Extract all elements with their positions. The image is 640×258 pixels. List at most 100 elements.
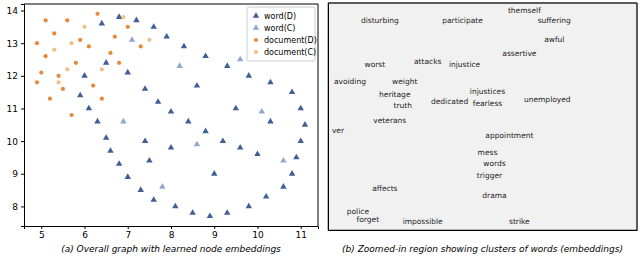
legend-label: document(D) [264, 36, 317, 45]
x-axis [329, 230, 638, 231]
point [86, 105, 92, 111]
word: words [483, 159, 505, 168]
point [108, 51, 112, 55]
frame-top [328, 3, 637, 4]
word: suffering [538, 16, 571, 25]
point [87, 44, 91, 48]
chart-1: themselfsufferingdisturbingparticipateaw… [328, 3, 638, 254]
point [181, 43, 187, 49]
word: forget [357, 215, 380, 224]
point [168, 108, 174, 114]
point [142, 85, 148, 91]
point [121, 15, 125, 19]
point [194, 82, 200, 88]
point [138, 186, 144, 192]
word: ver [332, 126, 345, 135]
point [77, 92, 83, 98]
legend-label: document(C) [264, 48, 316, 57]
word: injustice [449, 60, 481, 69]
caption: (a) Overall graph with learned node embe… [61, 244, 281, 254]
point [39, 70, 43, 74]
point [126, 25, 130, 29]
point [150, 196, 156, 202]
x-tick-label: 10 [252, 230, 264, 240]
legend-marker [254, 50, 258, 54]
point [159, 183, 165, 189]
x-tick-mark [41, 226, 42, 229]
point [81, 72, 87, 78]
point [116, 160, 122, 166]
point [74, 61, 78, 65]
point [44, 54, 48, 58]
y-axis-line [328, 4, 329, 231]
word: avoiding [334, 77, 366, 86]
point [185, 118, 191, 124]
point [155, 98, 161, 104]
x-tick-label: 5 [39, 230, 45, 240]
word: disturbing [361, 16, 399, 25]
x-tick-label: 6 [82, 230, 88, 240]
point [117, 61, 121, 65]
word: veterans [373, 116, 406, 125]
point [147, 38, 151, 42]
y-tick-mark [21, 141, 24, 142]
point [125, 173, 131, 179]
word: fearless [473, 99, 503, 108]
y-tick-label: 10 [7, 136, 19, 146]
point [246, 72, 252, 78]
point [82, 25, 86, 29]
point [194, 141, 200, 147]
point [263, 193, 269, 199]
point [150, 23, 156, 29]
point [103, 134, 109, 140]
frame-top [24, 4, 318, 5]
y-tick: 12 [7, 71, 24, 81]
point [176, 62, 182, 68]
y-axis: 891011121314 [7, 5, 25, 227]
word: assertive [502, 49, 537, 58]
x-tick-label: 11 [295, 230, 306, 240]
legend: word(D)word(C)document(D)document(C) [247, 7, 317, 61]
point [107, 147, 113, 153]
point [56, 80, 60, 84]
word: unemployed [524, 95, 571, 104]
point [125, 69, 131, 75]
point [289, 170, 295, 176]
point [297, 137, 303, 143]
point [103, 59, 109, 65]
point [146, 157, 152, 163]
point [139, 44, 143, 48]
x-axis-line [25, 227, 319, 230]
point [302, 121, 308, 127]
x-tick-mark [301, 226, 302, 229]
point [35, 80, 39, 84]
y-tick: 9 [12, 169, 24, 179]
point [94, 118, 100, 124]
x-axis-line [329, 230, 638, 231]
caption: (b) Zoomed-in region showing clusters of… [342, 244, 623, 254]
point [289, 88, 295, 94]
word: attacks [414, 57, 442, 66]
point [116, 13, 122, 19]
y-tick-label: 14 [7, 6, 19, 16]
point [65, 67, 69, 71]
point [259, 108, 265, 114]
y-tick-label: 13 [7, 39, 18, 49]
point [133, 17, 139, 23]
x-tick-label: 9 [212, 230, 218, 240]
x-tick: 6 [82, 226, 88, 240]
word: heritage [379, 90, 411, 99]
point [100, 67, 104, 71]
point [246, 203, 252, 209]
point [207, 212, 213, 218]
y-tick-mark [21, 206, 24, 207]
x-tick: 9 [212, 226, 218, 240]
point [91, 84, 95, 88]
point [44, 18, 48, 22]
point [211, 170, 217, 176]
y-tick-label: 9 [12, 169, 18, 179]
x-tick-label: 8 [169, 230, 175, 240]
word: strike [509, 217, 530, 226]
y-tick-mark [21, 108, 24, 109]
legend-label: word(C) [264, 24, 296, 33]
